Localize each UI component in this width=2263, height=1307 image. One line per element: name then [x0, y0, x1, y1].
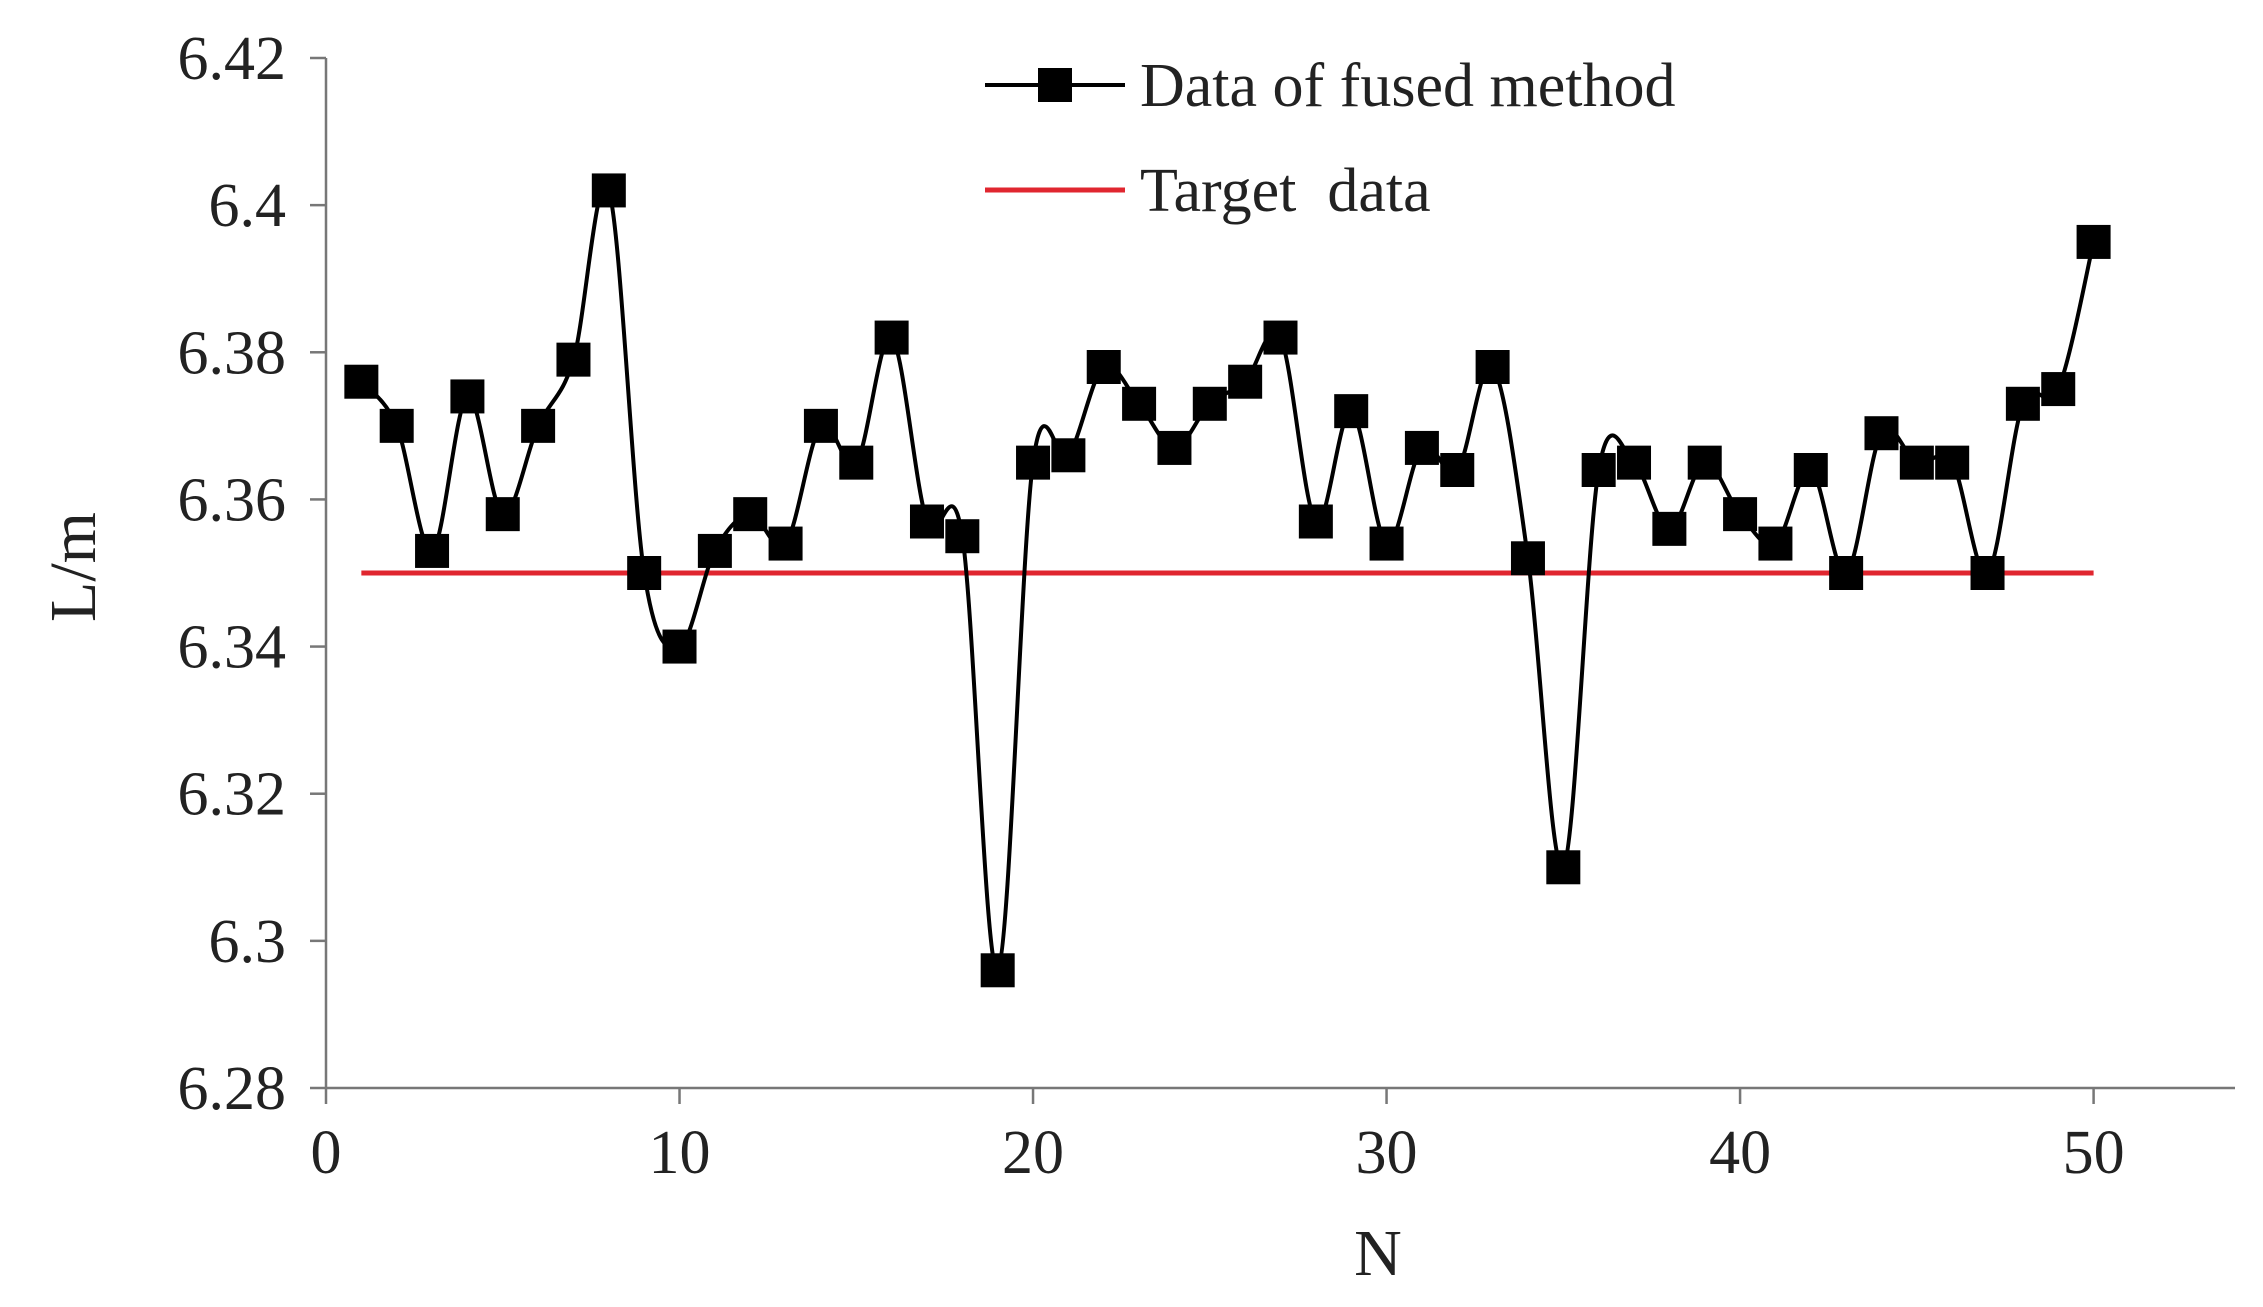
data-point	[1935, 445, 1970, 480]
data-point	[1793, 453, 1828, 487]
data-point	[1298, 504, 1333, 539]
data-point	[1581, 453, 1616, 487]
data-point	[379, 408, 414, 443]
data-point	[1758, 526, 1793, 561]
data-point	[874, 320, 909, 355]
data-point	[1228, 364, 1263, 399]
data-point	[1122, 386, 1157, 421]
legend-label-data-of-fused-method: Data of fused method	[1140, 52, 1675, 120]
y-tick-label: 6.3	[209, 908, 287, 976]
data-point	[1546, 850, 1581, 885]
data-point	[2076, 224, 2111, 259]
data-point	[1864, 416, 1899, 451]
y-tick-label: 6.38	[178, 319, 287, 387]
y-tick-label: 6.34	[178, 614, 287, 682]
data-point	[803, 408, 838, 443]
data-point	[980, 953, 1015, 988]
data-point	[1440, 453, 1475, 487]
data-point	[1723, 497, 1758, 532]
data-point	[2005, 386, 2040, 421]
data-point	[1899, 445, 1934, 480]
x-axis-title: N	[1354, 1217, 1402, 1290]
series-layer	[344, 173, 2111, 988]
x-tick-label: 40	[1709, 1119, 1771, 1187]
y-tick-label: 6.4	[209, 172, 287, 240]
data-point	[2041, 372, 2076, 407]
x-tick-label: 30	[1356, 1119, 1418, 1187]
data-point	[1192, 386, 1227, 421]
data-point	[591, 173, 626, 208]
data-point	[521, 408, 556, 443]
y-tick-label: 6.32	[178, 761, 287, 829]
data-point	[1829, 556, 1864, 590]
y-tick-label: 6.28	[178, 1055, 287, 1123]
legend-marker	[1038, 68, 1072, 102]
data-point	[697, 533, 732, 568]
data-point	[1652, 511, 1687, 546]
legend: Data of fused method Target data	[985, 52, 1675, 225]
data-point	[1369, 526, 1404, 561]
x-tick-label: 0	[311, 1119, 342, 1187]
data-point	[733, 497, 768, 532]
data-point	[768, 526, 803, 561]
y-axis-title: L/m	[37, 512, 110, 622]
y-tick-label: 6.36	[178, 466, 287, 534]
data-point	[1016, 445, 1051, 480]
y-tick-label: 6.42	[178, 25, 287, 93]
x-tick-label: 50	[2063, 1119, 2125, 1187]
data-point	[662, 629, 697, 664]
axes: 6.28 6.3 6.32 6.34 6.36 6.38 6.4 6.42 0 10 20 30 40 5…	[178, 25, 2235, 1187]
data-point	[450, 379, 485, 414]
data-point	[1404, 430, 1439, 465]
data-point	[1263, 320, 1298, 355]
data-point	[839, 445, 874, 480]
data-point	[945, 519, 980, 554]
data-point	[1687, 445, 1722, 480]
data-point	[556, 342, 591, 377]
data-point	[1475, 350, 1510, 384]
data-point	[415, 533, 450, 568]
data-point	[1334, 394, 1369, 429]
data-point	[1157, 430, 1192, 465]
data-point	[1510, 541, 1545, 576]
data-point	[1970, 556, 2005, 590]
data-point	[1617, 445, 1652, 480]
x-tick-label: 20	[1002, 1119, 1064, 1187]
data-point	[1051, 438, 1086, 473]
data-point	[344, 364, 379, 399]
legend-label-target-data: Target data	[1140, 157, 1431, 225]
data-point	[485, 497, 520, 532]
x-tick-label: 10	[649, 1119, 711, 1187]
data-point	[627, 556, 662, 590]
data-point	[1086, 350, 1121, 384]
data-point	[909, 504, 944, 539]
